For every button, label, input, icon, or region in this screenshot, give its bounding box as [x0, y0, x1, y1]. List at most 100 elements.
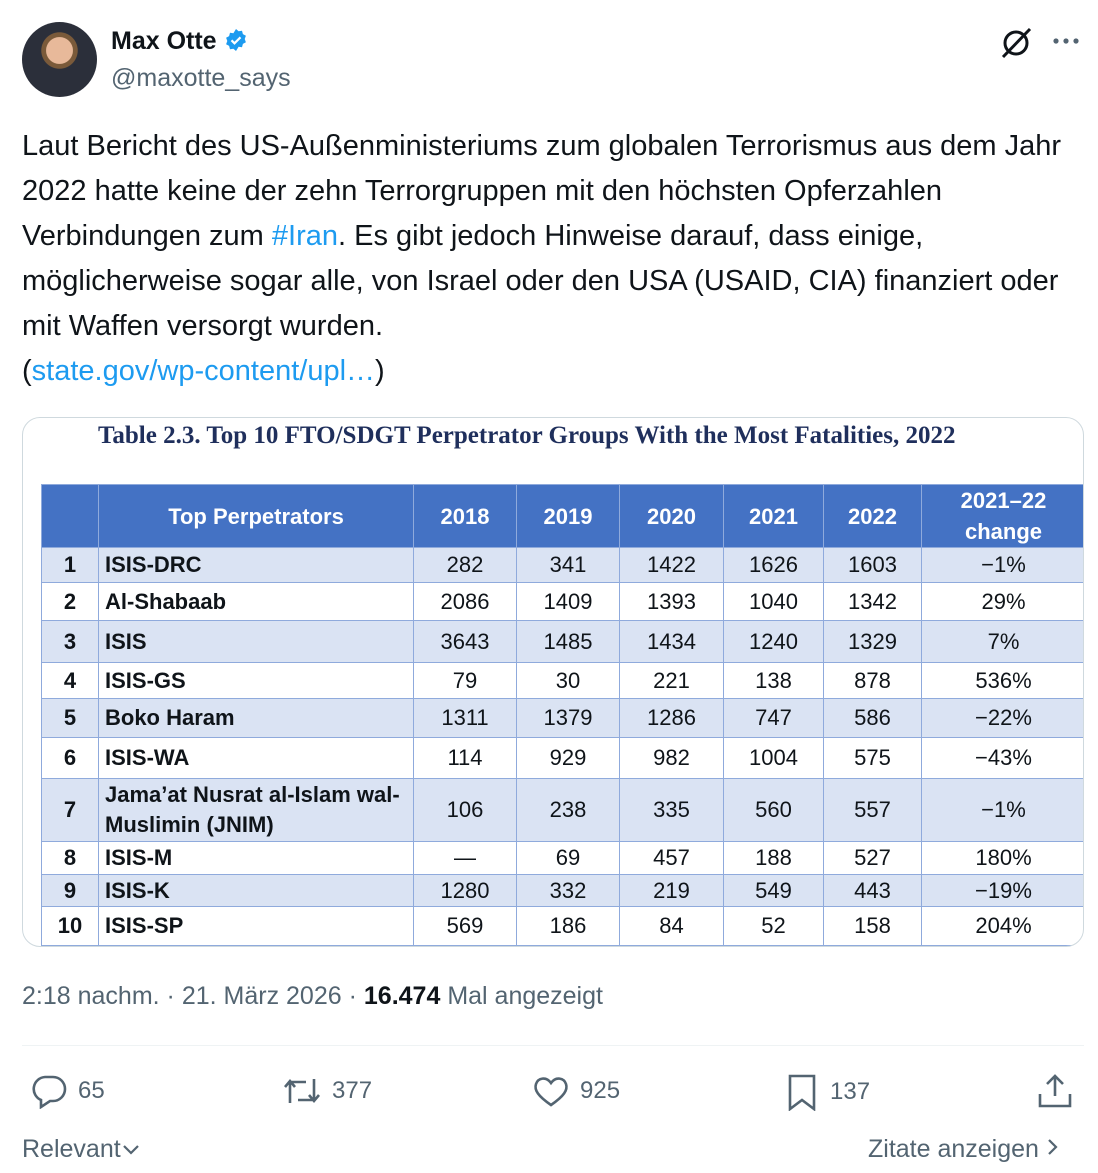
rank-cell: 7 [41, 778, 99, 842]
value-cell: 982 [619, 737, 724, 779]
author-handle[interactable]: @maxotte_says [111, 64, 291, 92]
value-cell: 1485 [516, 620, 620, 663]
avatar[interactable] [22, 22, 97, 97]
value-cell: 929 [516, 737, 620, 779]
table-row: 5 Boko Haram 1311 1379 1286 747 586 −22% [41, 698, 1083, 738]
table-row: 3 ISIS 3643 1485 1434 1240 1329 7% [41, 620, 1083, 663]
value-cell: 457 [619, 841, 724, 875]
views-label: Mal angezeigt [447, 982, 603, 1010]
header-cell: 2019 [516, 484, 620, 548]
author-name-text[interactable]: Max Otte [111, 27, 217, 55]
divider [22, 1045, 1084, 1046]
value-cell: 1603 [823, 547, 922, 583]
value-cell: 106 [413, 778, 517, 842]
header-cell: 2018 [413, 484, 517, 548]
value-cell: 1040 [723, 582, 824, 621]
more-icon[interactable] [1053, 38, 1079, 44]
table-row: 7 Jama’at Nusrat al-Islam wal-Muslimin (J… [41, 778, 1083, 842]
value-cell: −22% [921, 698, 1083, 738]
value-cell: 1240 [723, 620, 824, 663]
rank-cell: 6 [41, 737, 99, 779]
value-cell: 527 [823, 841, 922, 875]
repost-button[interactable]: 377 [282, 1073, 372, 1109]
sort-label: Relevant [22, 1135, 121, 1163]
value-cell: 3643 [413, 620, 517, 663]
separator: · [166, 982, 175, 1010]
value-cell: 204% [921, 906, 1083, 946]
url-link[interactable]: state.gov/wp-content/upl… [31, 355, 376, 387]
hashtag[interactable]: #Iran [271, 220, 339, 252]
group-cell: ISIS-GS [98, 662, 414, 699]
value-cell: 549 [723, 874, 824, 907]
text: ) [375, 355, 385, 387]
rank-cell: 3 [41, 620, 99, 663]
value-cell: 1004 [723, 737, 824, 779]
rank-cell: 8 [41, 841, 99, 875]
rank-cell: 4 [41, 662, 99, 699]
quotes-label: Zitate anzeigen [868, 1135, 1039, 1163]
bookmark-count: 137 [830, 1078, 871, 1105]
value-cell: 238 [516, 778, 620, 842]
tweet-image[interactable]: Table 2.3. Top 10 FTO/SDGT Perpetrator G… [22, 417, 1084, 947]
value-cell: 341 [516, 547, 620, 583]
group-cell: ISIS-M [98, 841, 414, 875]
value-cell: −43% [921, 737, 1083, 779]
reply-icon [32, 1075, 67, 1109]
value-cell: 332 [516, 874, 620, 907]
header-cell: Top Perpetrators [98, 484, 414, 548]
table-row: 2 Al-Shabaab 2086 1409 1393 1040 1342 29% [41, 582, 1083, 621]
value-cell: 219 [619, 874, 724, 907]
repost-count: 377 [332, 1077, 373, 1104]
value-cell: −1% [921, 778, 1083, 842]
grok-icon[interactable] [1001, 27, 1032, 59]
table-row: 10 ISIS-SP 569 186 84 52 158 204% [41, 906, 1083, 946]
value-cell: 79 [413, 662, 517, 699]
bookmark-icon [788, 1074, 816, 1111]
value-cell: 2086 [413, 582, 517, 621]
value-cell: 114 [413, 737, 517, 779]
group-cell: Boko Haram [98, 698, 414, 738]
reply-button[interactable]: 65 [30, 1073, 105, 1109]
reply-count: 65 [78, 1077, 105, 1104]
value-cell: 30 [516, 662, 620, 699]
rank-cell: 5 [41, 698, 99, 738]
like-button[interactable]: 925 [532, 1073, 620, 1109]
value-cell: 1379 [516, 698, 620, 738]
value-cell: 84 [619, 906, 724, 946]
group-cell: ISIS [98, 620, 414, 663]
value-cell: 560 [723, 778, 824, 842]
value-cell: 335 [619, 778, 724, 842]
value-cell: 7% [921, 620, 1083, 663]
sort-dropdown[interactable]: Relevant [22, 1135, 143, 1164]
rank-cell: 10 [41, 906, 99, 946]
value-cell: 1311 [413, 698, 517, 738]
group-cell: ISIS-K [98, 874, 414, 907]
chevron-down [122, 1145, 139, 1155]
bookmark-button[interactable]: 137 [786, 1073, 870, 1111]
top-icons [1001, 27, 1079, 59]
header-cell: 2020 [619, 484, 724, 548]
value-cell: 1422 [619, 547, 724, 583]
group-cell: Jama’at Nusrat al-Islam wal-Muslimin (JN… [98, 778, 414, 842]
tweet-text: Laut Bericht des US-Außenministeriums zu… [22, 124, 1082, 394]
value-cell: 29% [921, 582, 1083, 621]
value-cell: 1342 [823, 582, 922, 621]
value-cell: 1280 [413, 874, 517, 907]
value-cell: 221 [619, 662, 724, 699]
value-cell: 747 [723, 698, 824, 738]
share-icon[interactable] [1036, 1072, 1074, 1110]
table-row: 1 ISIS-DRC 282 341 1422 1626 1603 −1% [41, 547, 1083, 583]
value-cell: — [413, 841, 517, 875]
verified-badge [225, 29, 246, 51]
time[interactable]: 2:18 nachm. [22, 982, 160, 1010]
value-cell: 1329 [823, 620, 922, 663]
header-cell [41, 484, 99, 548]
value-cell: 536% [921, 662, 1083, 699]
rank-cell: 9 [41, 874, 99, 907]
fatalities-table: Top Perpetrators 2018 2019 2020 2021 2022 2021… [41, 484, 1083, 946]
author-name[interactable]: Max Otte [111, 27, 248, 56]
date[interactable]: 21. März 2026 [181, 982, 342, 1010]
separator: · [348, 982, 357, 1010]
quotes-link[interactable]: Zitate anzeigen [868, 1135, 1060, 1164]
value-cell: 158 [823, 906, 922, 946]
